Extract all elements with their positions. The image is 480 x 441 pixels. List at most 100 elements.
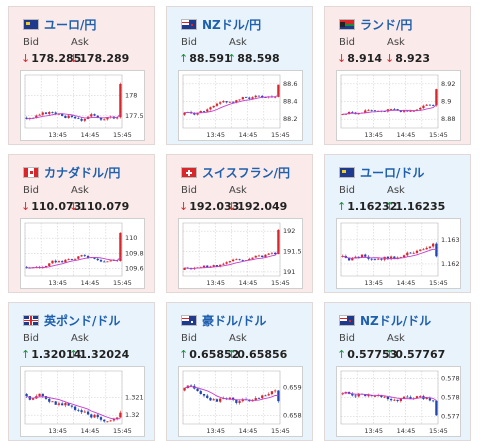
candle-body [51,401,54,403]
bid-value: ↓178.285 [21,52,82,65]
candle-body [61,261,64,263]
card-header[interactable]: ユーロ/円 [23,16,96,32]
candle-body [373,110,377,112]
candle-body [238,259,241,261]
currency-pair-title[interactable]: ランド/円 [360,17,413,32]
candle-body [432,400,435,402]
candle-body [428,104,432,106]
price-chart[interactable]: 1.321 1.32 13:45 14:45 15:45 [20,366,145,437]
candle-body [257,398,261,399]
rate-card[interactable]: ユーロ/円 Bid Ask ↓178.285 ↓178.289 178 177.5 13:45… [8,6,155,145]
up-arrow-icon: ↑ [227,52,237,65]
candle-body [80,255,83,257]
candle-body [90,114,93,117]
card-header[interactable]: 豪ドル/ドル [181,312,266,328]
candle-body [367,110,370,112]
card-header[interactable]: ランド/円 [339,16,412,32]
candle-body [73,406,77,410]
down-arrow-icon: ↓ [227,200,237,213]
candle-body [364,394,367,397]
rate-card[interactable]: ユーロ/ドル Bid Ask ↑1.16232 ↑1.16235 1.163 1.162 13… [324,154,471,293]
x-tick-label: 14:45 [397,427,416,435]
rate-card[interactable]: NZドル/円 Bid Ask ↑88.591 ↑88.598 88.6 88.4 88.2 13… [166,6,313,145]
candle-body [419,249,422,251]
candle-body [93,114,96,116]
candle-body [267,253,270,255]
candle-body [367,395,370,397]
currency-pair-title[interactable]: 英ポンド/ドル [44,313,121,328]
nz-flag-icon [181,18,197,30]
x-tick-label: 14:45 [239,131,258,139]
rate-card[interactable]: NZドル/ドルBidAsk↑0.57753↑0.577670.57850.578… [324,302,471,441]
candle-body [261,95,264,98]
card-header[interactable]: ユーロ/ドル [339,164,424,180]
price-chart[interactable]: 8.92 8.9 8.88 13:45 14:45 15:45 [336,70,461,141]
card-header[interactable]: NZドル/ドル [339,312,431,328]
y-tick-label: 0.5785 [441,375,460,383]
currency-pair-title[interactable]: 豪ドル/ドル [202,313,267,328]
candle-body [351,393,354,396]
candle-body [54,260,57,263]
candle-body [99,260,103,262]
candlestick-chart: 192 191.5 191 13:45 14:45 15:45 [182,222,302,287]
price-chart[interactable]: 0.5785 0.578 0.5775 13:45 14:45 15:45 [336,366,461,437]
currency-pair-title[interactable]: ユーロ/ドル [360,165,425,180]
x-tick-label: 14:45 [81,427,100,435]
card-header[interactable]: 英ポンド/ドル [23,312,120,328]
currency-pair-title[interactable]: NZドル/円 [202,17,262,32]
candle-body [419,107,422,110]
down-arrow-icon: ↓ [69,52,79,65]
price-chart[interactable]: 192 191.5 191 13:45 14:45 15:45 [178,218,303,289]
candle-body [425,397,428,400]
candle-body [51,260,54,264]
candle-body [51,111,54,113]
candle-body [48,398,51,402]
candle-body [409,111,412,112]
candle-body [231,101,235,103]
card-header[interactable]: スイスフラン/円 [181,164,290,180]
price-chart[interactable]: 1.163 1.162 13:45 14:45 15:45 [336,218,461,289]
candle-body [254,398,257,401]
rate-card[interactable]: ランド/円 Bid Ask ↓8.914 ↓8.923 8.92 8.9 8.88 13:45 1… [324,6,471,145]
currency-pair-title[interactable]: スイスフラン/円 [202,165,291,180]
bid-label: Bid [181,185,197,196]
price-chart[interactable]: 0.659 0.658 13:45 14:45 15:45 [178,366,303,437]
candle-body [264,395,267,397]
card-header[interactable]: NZドル/円 [181,16,261,32]
candle-body [96,414,99,418]
x-tick-label: 14:45 [239,427,258,435]
currency-pair-title[interactable]: カナダドル/円 [44,165,121,180]
candle-body [425,247,428,250]
rate-card[interactable]: カナダドル/円 Bid Ask ↓110.073 ↓110.079 110 109.8 109… [8,154,155,293]
candle-body [422,105,425,108]
rate-card[interactable]: 豪ドル/ドル Bid Ask ↑0.65852 ↑0.65856 0.659 0.658 13… [166,302,313,441]
candle-body [44,265,48,268]
price-chart[interactable]: 110 109.8 109.6 13:45 14:45 15:45 [20,218,145,289]
candle-body [25,393,28,397]
up-arrow-icon: ↑ [21,348,31,361]
currency-pair-title[interactable]: NZドル/ドル [360,313,432,328]
candle-body [83,255,86,257]
x-tick-label: 13:45 [48,427,67,435]
candle-body [396,399,399,402]
candle-body [64,259,67,263]
y-tick-label: 177.5 [125,112,144,120]
candle-body [267,394,270,396]
candle-body [209,397,212,401]
bid-label: Bid [181,333,197,344]
ask-label: Ask [229,333,247,344]
rate-card[interactable]: スイスフラン/円 Bid Ask ↓192.033 ↓192.049 192 191.5 19… [166,154,313,293]
price-chart[interactable]: 88.6 88.4 88.2 13:45 14:45 15:45 [178,70,303,141]
x-tick-label: 14:45 [397,131,416,139]
candle-body [80,118,83,121]
x-tick-label: 13:45 [364,131,383,139]
candle-body [67,403,70,406]
card-header[interactable]: カナダドル/円 [23,164,120,180]
rate-card[interactable]: 英ポンド/ドル Bid Ask ↑1.32014 ↑1.32024 1.321 1.32 13… [8,302,155,441]
price-chart[interactable]: 178 177.5 13:45 14:45 15:45 [20,70,145,141]
ca-flag-icon [23,166,39,178]
currency-pair-title[interactable]: ユーロ/円 [44,17,97,32]
down-arrow-icon: ↓ [337,52,347,65]
candle-body [67,115,70,118]
candle-body [406,110,409,112]
